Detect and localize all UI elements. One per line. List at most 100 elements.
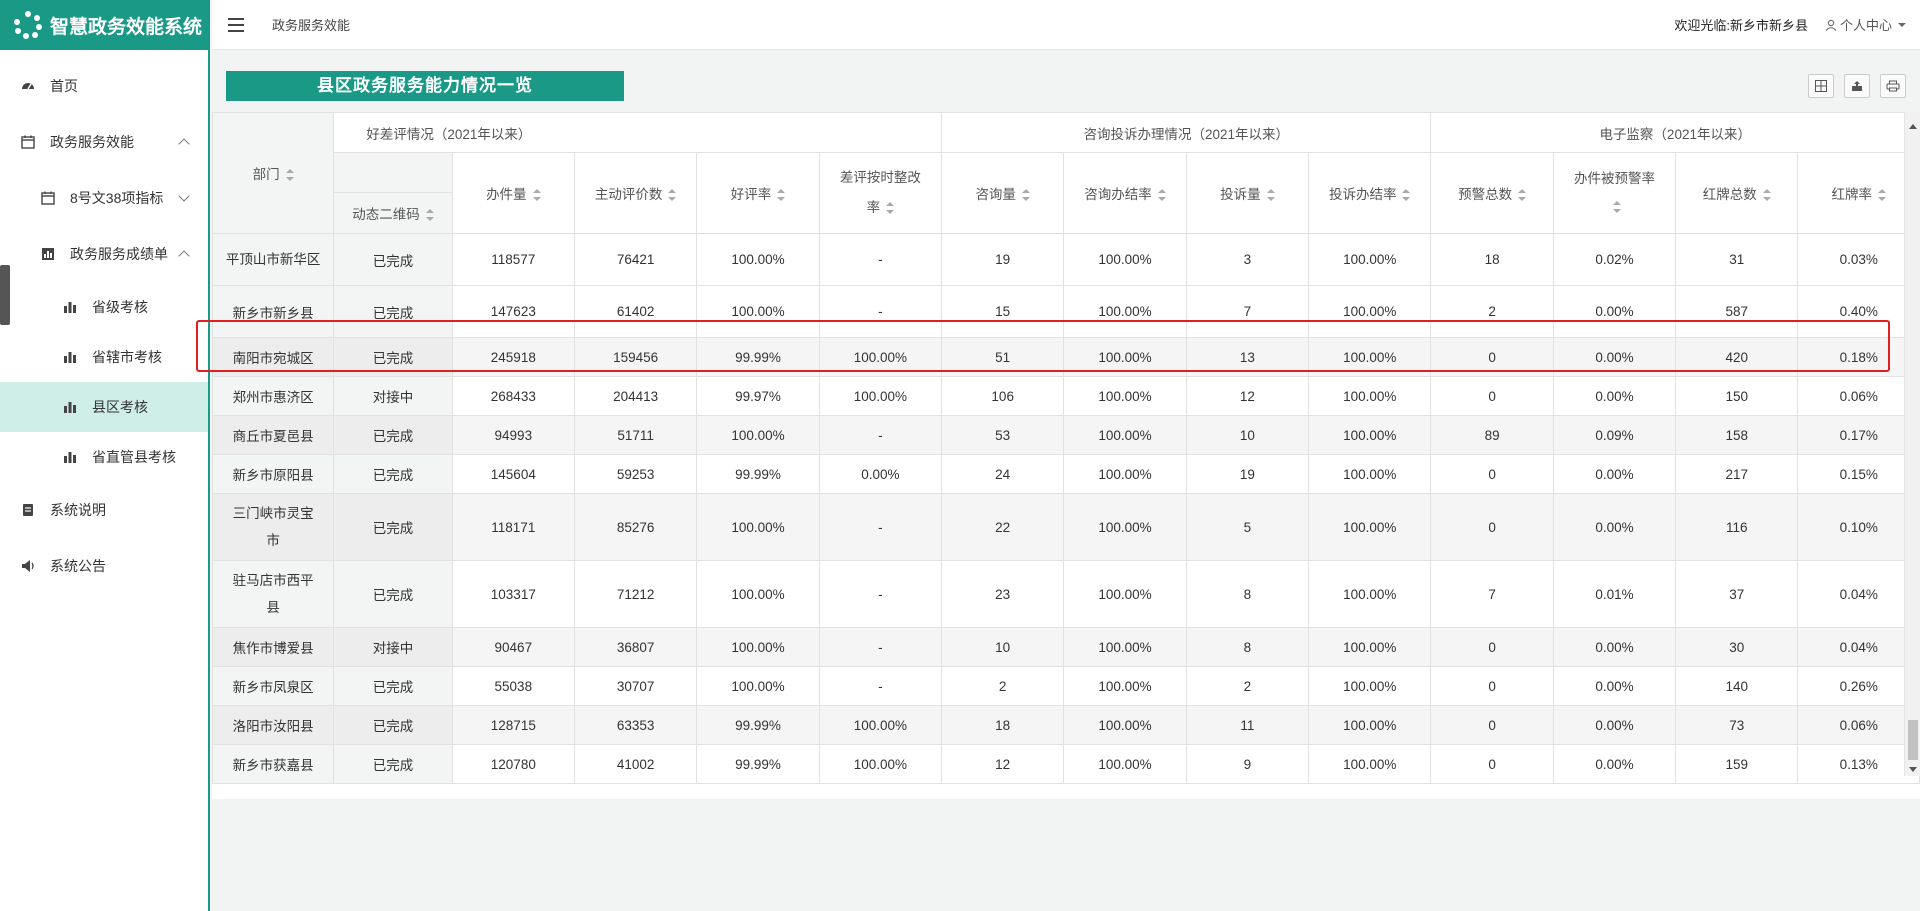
cell: 23: [941, 560, 1065, 628]
col-header-handled[interactable]: 办件量: [451, 152, 575, 234]
sidebar-item-provincial[interactable]: 省级考核: [0, 282, 208, 332]
cell: 100.00%: [1063, 666, 1187, 706]
cell: 145604: [451, 454, 575, 494]
cell: 100.00%: [696, 627, 820, 667]
sidebar-item-direct-county[interactable]: 省直管县考核: [0, 432, 208, 482]
table-row[interactable]: 新乡市原阳县 已完成 145604 59253 99.99% 0.00% 24 100…: [212, 454, 1920, 494]
sidebar-item-system-guide[interactable]: 系统说明: [0, 482, 208, 538]
sort-icon[interactable]: [777, 189, 786, 202]
sort-icon[interactable]: [668, 189, 677, 202]
cell: 100.00%: [1063, 285, 1187, 338]
cell: 3: [1185, 233, 1310, 286]
vertical-scrollbar[interactable]: [1904, 112, 1920, 776]
sort-icon[interactable]: [886, 202, 895, 215]
print-button[interactable]: [1880, 74, 1906, 98]
table-row[interactable]: 平顶山市新华区 已完成 118577 76421 100.00% - 19 100.0…: [212, 233, 1920, 286]
cell-qrcode: 已完成: [333, 454, 453, 494]
scroll-up-icon[interactable]: [1909, 124, 1917, 129]
sort-icon[interactable]: [1518, 189, 1527, 202]
export-button[interactable]: [1844, 74, 1870, 98]
table-row[interactable]: 新乡市获嘉县 已完成 120780 41002 99.99% 100.00% 12 1…: [212, 744, 1920, 784]
sidebar-item-county[interactable]: 县区考核: [0, 382, 208, 432]
col-header-good-rate[interactable]: 好评率: [696, 152, 820, 234]
cell: 15: [941, 285, 1065, 338]
cell: 7: [1185, 285, 1310, 338]
sort-icon[interactable]: [1877, 189, 1886, 202]
table-row[interactable]: 商丘市夏邑县 已完成 94993 51711 100.00% - 53 100.00%…: [212, 415, 1920, 455]
sort-icon[interactable]: [1021, 189, 1030, 202]
col-header-dept[interactable]: 部门: [212, 112, 335, 234]
sidebar-item-scorecard[interactable]: 政务服务成绩单: [0, 226, 208, 282]
sidebar-item-label: 政务服务效能: [50, 134, 134, 150]
app-logo[interactable]: 智慧政务效能系统: [0, 0, 208, 50]
cell: 100.00%: [1308, 454, 1432, 494]
cell-qrcode: 已完成: [333, 337, 453, 377]
col-header-consult[interactable]: 咨询量: [941, 152, 1065, 234]
sidebar-item-38-indicators[interactable]: 8号文38项指标: [0, 170, 208, 226]
scrollbar-thumb[interactable]: [1908, 720, 1918, 760]
cell: 100.00%: [1308, 666, 1432, 706]
table-row[interactable]: 郑州市惠济区 对接中 268433 204413 99.97% 100.00% 10…: [212, 376, 1920, 416]
sidebar-resize-handle[interactable]: [0, 265, 10, 325]
col-header-complaint-done[interactable]: 投诉办结率: [1308, 152, 1432, 234]
menu-toggle-icon[interactable]: [228, 17, 244, 32]
cell: 0.00%: [1552, 493, 1677, 561]
cell: 0: [1430, 705, 1554, 745]
cell: 100.00%: [1308, 376, 1432, 416]
cell: 30707: [573, 666, 698, 706]
col-header-consult-done[interactable]: 咨询办结率: [1063, 152, 1187, 234]
cell: 59253: [573, 454, 698, 494]
table-row[interactable]: 焦作市博爱县 对接中 90467 36807 100.00% - 10 100.00%…: [212, 627, 1920, 667]
cell: 24: [941, 454, 1065, 494]
col-header-red-rate[interactable]: 红牌率: [1797, 152, 1920, 234]
sort-icon[interactable]: [425, 209, 434, 222]
cell-dept: 新乡市凤泉区: [212, 666, 335, 706]
cell-qrcode: 已完成: [333, 705, 453, 745]
table-row[interactable]: 三门峡市灵宝市 已完成 118171 85276 100.00% - 22 100.0…: [212, 493, 1920, 561]
table-row[interactable]: 洛阳市汝阳县 已完成 128715 63353 99.99% 100.00% 18 1…: [212, 705, 1920, 745]
col-header-complaints[interactable]: 投诉量: [1185, 152, 1310, 234]
sort-icon[interactable]: [1266, 189, 1275, 202]
cell: 0: [1430, 493, 1554, 561]
cell-qrcode: 已完成: [333, 233, 453, 286]
table-row[interactable]: 新乡市新乡县 已完成 147623 61402 100.00% - 15 100.00…: [212, 285, 1920, 338]
table-row[interactable]: 驻马店市西平县 已完成 103317 71212 100.00% - 23 100.0…: [212, 560, 1920, 628]
cell: 0.03%: [1797, 233, 1920, 286]
col-header-bad-fix-rate[interactable]: 差评按时整改率: [818, 152, 943, 234]
col-header-warnings[interactable]: 预警总数: [1430, 152, 1554, 234]
sidebar-item-announcements[interactable]: 系统公告: [0, 538, 208, 594]
breadcrumb[interactable]: 政务服务效能: [272, 18, 351, 33]
cell: 100.00%: [1308, 285, 1432, 338]
scroll-down-icon[interactable]: [1909, 767, 1917, 772]
col-header-red-cards[interactable]: 红牌总数: [1675, 152, 1799, 234]
sidebar-item-home[interactable]: 首页: [0, 58, 208, 114]
col-header-spacer: [333, 152, 453, 193]
cell-dept: 南阳市宛城区: [212, 337, 335, 377]
col-header-warned-rate[interactable]: 办件被预警率: [1552, 152, 1677, 234]
sort-icon[interactable]: [285, 169, 294, 182]
cell: 158: [1675, 415, 1799, 455]
col-header-qrcode[interactable]: 动态二维码: [333, 192, 453, 234]
cell: -: [818, 666, 943, 706]
table-row[interactable]: 南阳市宛城区 已完成 245918 159456 99.99% 100.00% 51…: [212, 337, 1920, 377]
cell: 0: [1430, 744, 1554, 784]
col-header-active-reviews[interactable]: 主动评价数: [573, 152, 698, 234]
sort-icon[interactable]: [532, 189, 541, 202]
cell: 100.00%: [1063, 376, 1187, 416]
cell-qrcode: 对接中: [333, 627, 453, 667]
cell: 100.00%: [818, 744, 943, 784]
sort-icon[interactable]: [1613, 201, 1622, 214]
sort-icon[interactable]: [1402, 189, 1411, 202]
sidebar-item-label: 省辖市考核: [92, 349, 162, 365]
sidebar-item-city[interactable]: 省辖市考核: [0, 332, 208, 382]
columns-toggle-button[interactable]: [1808, 74, 1834, 98]
cell: 118171: [451, 493, 575, 561]
user-center-menu[interactable]: 个人中心: [1825, 15, 1906, 34]
dashboard-icon: [20, 78, 36, 94]
sort-icon[interactable]: [1157, 189, 1166, 202]
table-row[interactable]: 新乡市凤泉区 已完成 55038 30707 100.00% - 2 100.00% …: [212, 666, 1920, 706]
sort-icon[interactable]: [1762, 189, 1771, 202]
cell: 30: [1675, 627, 1799, 667]
sidebar-item-gov-efficiency[interactable]: 政务服务效能: [0, 114, 208, 170]
cell: 217: [1675, 454, 1799, 494]
